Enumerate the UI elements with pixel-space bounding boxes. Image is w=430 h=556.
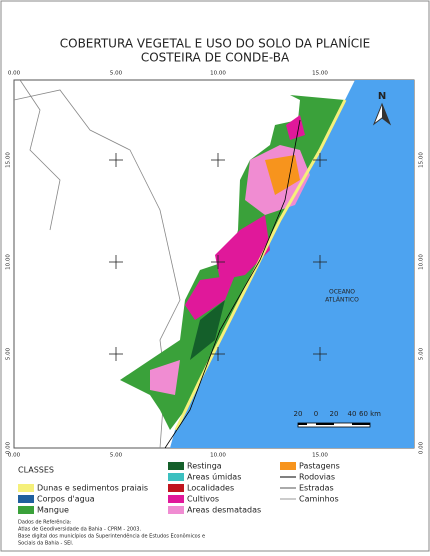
north-arrow xyxy=(372,102,392,126)
boundary xyxy=(19,79,61,231)
scale-bar xyxy=(297,422,371,428)
legend-swatch xyxy=(168,462,184,470)
map-frame xyxy=(13,79,415,449)
grid-label: 0.00 xyxy=(8,453,21,459)
scale-label: 20 xyxy=(330,410,339,418)
land-cover xyxy=(215,215,270,280)
north-arrow-shape xyxy=(382,104,390,124)
ocean xyxy=(170,80,414,448)
road xyxy=(164,119,301,449)
reference: Atlas de Geodiversidade da Bahia - CPRM … xyxy=(18,527,141,533)
grid-label: 15.00 xyxy=(312,71,328,77)
scale-bar-segment xyxy=(298,423,307,425)
reference: Base digital dos municípios da Superinte… xyxy=(18,533,205,540)
ocean-label: ATLÂNTICO xyxy=(325,297,359,304)
map-title: COBERTURA VEGETAL E USO DO SOLO DA PLANÍ… xyxy=(60,36,370,51)
legend-swatch xyxy=(168,495,184,503)
land-cover xyxy=(286,115,305,140)
reference: Dados de Referência: xyxy=(18,519,72,526)
grid-label: 0.00 xyxy=(419,441,425,454)
grid-label: 0.00 xyxy=(8,71,21,77)
legend-label: Restinga xyxy=(187,462,222,471)
grid-label: 15.00 xyxy=(419,152,425,168)
legend-swatch xyxy=(18,484,34,492)
north-label: N xyxy=(378,91,386,102)
reference: Sociais da Bahia - SEI. xyxy=(18,541,74,547)
legend-label: Cultivos xyxy=(187,495,219,504)
legend-swatch xyxy=(18,506,34,514)
grid-label: 5.00 xyxy=(110,453,123,459)
legend-swatch xyxy=(168,506,184,514)
legend-label: Estradas xyxy=(299,484,334,493)
legend-label: Pastagens xyxy=(299,462,340,471)
scale-label: 20 xyxy=(294,410,303,418)
legend-label: Mangue xyxy=(37,506,69,515)
grid-label: 10.00 xyxy=(210,71,226,77)
legend-title: CLASSES xyxy=(18,466,54,475)
scale-label: 40 xyxy=(348,410,357,418)
legend-label: Areas desmatadas xyxy=(187,506,261,515)
legend-swatch xyxy=(168,484,184,492)
scale-bar-segment xyxy=(352,423,370,425)
grid-label: 0.00 xyxy=(6,441,12,454)
land-cover xyxy=(185,275,235,320)
grid-label: 5.00 xyxy=(6,347,12,360)
grid-label: 10.00 xyxy=(6,254,12,270)
grid-label: 10.00 xyxy=(419,254,425,270)
land-cover xyxy=(150,360,180,395)
legend-swatch xyxy=(280,462,296,470)
scale-label: 0 xyxy=(314,410,318,418)
grid-label: 10.00 xyxy=(210,453,226,459)
legend-label: Corpos d'agua xyxy=(37,495,95,504)
legend-swatch xyxy=(18,495,34,503)
grid-label: 5.00 xyxy=(110,71,123,77)
legend-swatch xyxy=(168,473,184,481)
legend-label: Caminhos xyxy=(299,495,339,504)
map-title: COSTEIRA DE CONDE-BA xyxy=(141,51,290,65)
legend-label: Areas úmidas xyxy=(187,473,241,482)
grid-crosses xyxy=(109,153,327,361)
scale-label: 60 km xyxy=(359,410,381,418)
legend-label: Localidades xyxy=(187,484,234,493)
legend-label: Dunas e sedimentos praiais xyxy=(37,484,148,493)
ocean-label: OCEANO xyxy=(329,289,355,296)
land-cover xyxy=(190,300,225,360)
legend-label: Rodovias xyxy=(299,473,335,482)
grid-label: 15.00 xyxy=(6,152,12,168)
scale-bar-segment xyxy=(316,423,334,425)
grid-label: 15.00 xyxy=(312,453,328,459)
grid-label: 5.00 xyxy=(419,347,425,360)
